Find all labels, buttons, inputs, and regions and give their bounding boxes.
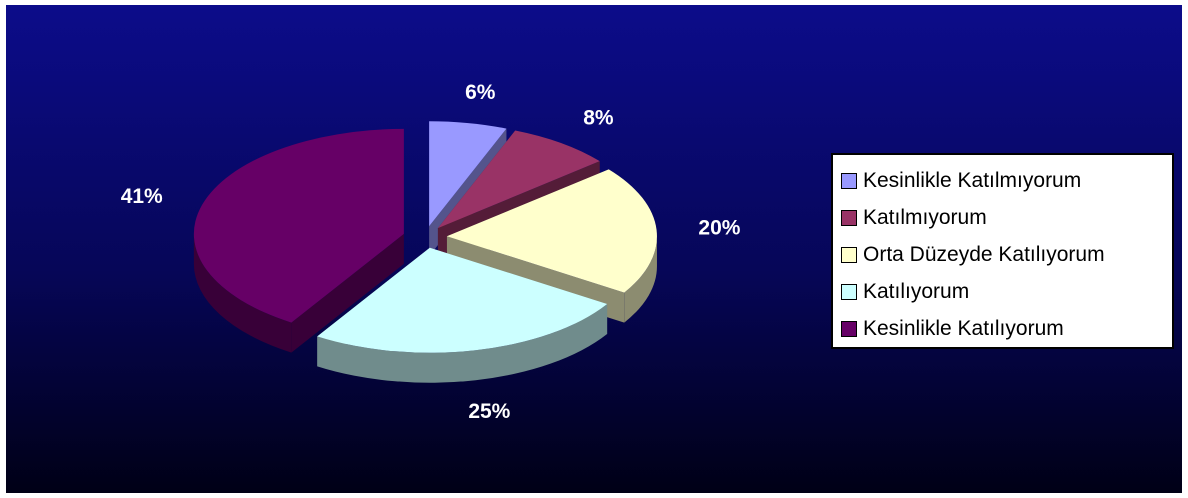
pie-slice-kesinlikle-katiliyorum: [193, 128, 404, 353]
legend-swatch: [841, 172, 857, 189]
pie-chart: 6% 8% 20% 25% 41%: [121, 81, 741, 423]
legend-label: Kesinlikle Katılmıyorum: [863, 168, 1082, 192]
legend-label: Katılmıyorum: [863, 205, 987, 229]
slice-value-label: 20%: [698, 217, 740, 240]
legend-label: Orta Düzeyde Katılıyorum: [863, 242, 1105, 266]
legend-item-katilmiyorum: Katılmıyorum: [841, 199, 1172, 236]
legend-item-kesinlikle-katilmiyorum: Kesinlikle Katılmıyorum: [841, 162, 1172, 199]
slice-value-label: 41%: [121, 185, 163, 208]
legend-item-kesinlikle-katiliyorum: Kesinlikle Katılıyorum: [841, 310, 1172, 347]
chart-legend: Kesinlikle Katılmıyorum Katılmıyorum Ort…: [831, 153, 1174, 349]
slice-value-label: 6%: [465, 81, 496, 104]
slice-value-label: 25%: [468, 400, 510, 423]
chart-area: 6% 8% 20% 25% 41% Kesinlikle Katılmıyorum Ka…: [6, 5, 1182, 493]
legend-label: Katılıyorum: [863, 279, 970, 303]
legend-label: Kesinlikle Katılıyorum: [863, 316, 1064, 340]
legend-item-orta-duzeyde-katiliyorum: Orta Düzeyde Katılıyorum: [841, 236, 1172, 273]
legend-item-katiliyorum: Katılıyorum: [841, 273, 1172, 310]
legend-swatch: [841, 283, 857, 300]
legend-swatch: [841, 209, 857, 226]
pie-slice-katiliyorum: [317, 247, 608, 383]
legend-swatch: [841, 320, 857, 337]
slice-value-label: 8%: [583, 107, 614, 130]
legend-swatch: [841, 246, 857, 263]
